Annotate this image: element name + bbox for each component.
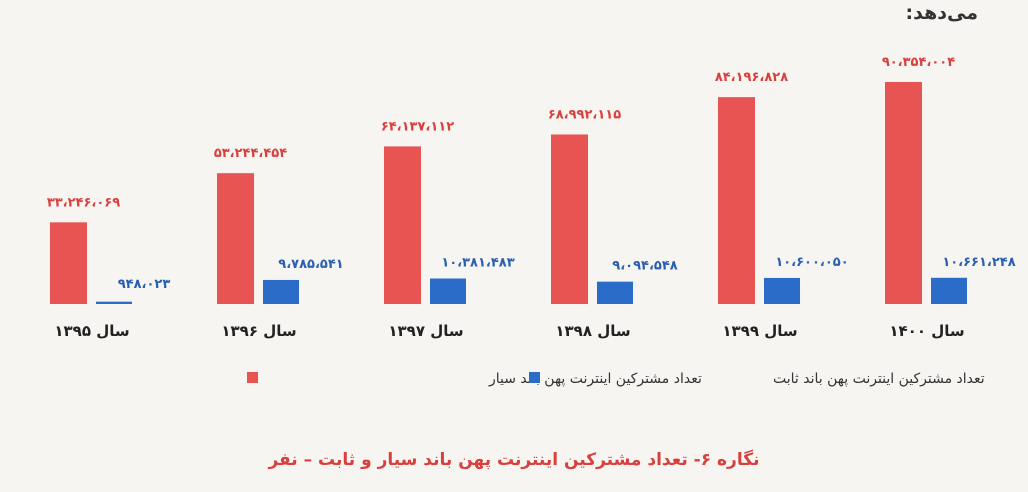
category-label-3: سال ۱۳۹۸: [555, 322, 630, 340]
bar-mobile-2: [384, 146, 421, 304]
data-label-mobile-0: ۳۳،۲۴۶،۰۶۹: [47, 195, 120, 210]
bar-mobile-1: [217, 173, 254, 304]
legend-swatch-0: [247, 372, 258, 383]
bar-fixed-2: [430, 278, 466, 304]
data-label-mobile-4: ۸۴،۱۹۶،۸۲۸: [715, 70, 788, 85]
bar-fixed-0: [96, 301, 132, 304]
labels-layer: ۳۳،۲۴۶،۰۶۹ ۹۴۸،۰۲۳ سال ۱۳۹۵ ۵۳،۲۴۴،۴۵۴ ۹،۷۸۵…: [47, 55, 1016, 340]
category-label-2: سال ۱۳۹۷: [388, 322, 463, 340]
bar-mobile-0: [50, 222, 87, 304]
data-label-fixed-4: ۱۰،۶۰۰،۰۵۰: [775, 255, 848, 270]
bar-fixed-1: [263, 279, 299, 304]
bar-mobile-5: [885, 82, 922, 304]
legend-swatch-1: [529, 372, 540, 383]
legend-label-1: تعداد مشترکین اینترنت پهن باند ثابت: [773, 371, 985, 387]
data-label-fixed-0: ۹۴۸،۰۲۳: [118, 277, 171, 292]
data-label-fixed-2: ۱۰،۳۸۱،۴۸۳: [441, 255, 514, 270]
bars-layer: [50, 82, 967, 304]
header-text: می‌دهد:: [905, 2, 978, 24]
bar-fixed-4: [764, 277, 800, 304]
category-label-1: سال ۱۳۹۶: [221, 322, 296, 340]
category-label-0: سال ۱۳۹۵: [54, 322, 129, 340]
data-label-mobile-2: ۶۴،۱۳۷،۱۱۲: [381, 119, 454, 134]
data-label-fixed-1: ۹،۷۸۵،۵۴۱: [278, 257, 343, 272]
legend-label-0: تعداد مشترکین اینترنت پهن باند سیار: [488, 371, 702, 387]
data-label-mobile-3: ۶۸،۹۹۲،۱۱۵: [548, 107, 621, 122]
category-label-5: سال ۱۴۰۰: [889, 322, 964, 340]
data-label-mobile-5: ۹۰،۳۵۴،۰۰۴: [882, 55, 955, 70]
bar-mobile-3: [551, 134, 588, 304]
bar-fixed-3: [597, 281, 633, 304]
bar-chart: ۳۳،۲۴۶،۰۶۹ ۹۴۸،۰۲۳ سال ۱۳۹۵ ۵۳،۲۴۴،۴۵۴ ۹،۷۸۵…: [47, 55, 1016, 387]
category-label-4: سال ۱۳۹۹: [722, 322, 797, 340]
bar-mobile-4: [718, 97, 755, 304]
figure-caption: نگاره ۶- تعداد مشترکین اینترنت پهن باند …: [268, 450, 760, 470]
legend: تعداد مشترکین اینترنت پهن باند سیار تعداد…: [247, 371, 985, 387]
data-label-mobile-1: ۵۳،۲۴۴،۴۵۴: [214, 146, 287, 161]
data-label-fixed-5: ۱۰،۶۶۱،۲۴۸: [942, 255, 1015, 270]
data-label-fixed-3: ۹،۰۹۴،۵۴۸: [612, 259, 677, 274]
bar-fixed-5: [931, 277, 967, 304]
